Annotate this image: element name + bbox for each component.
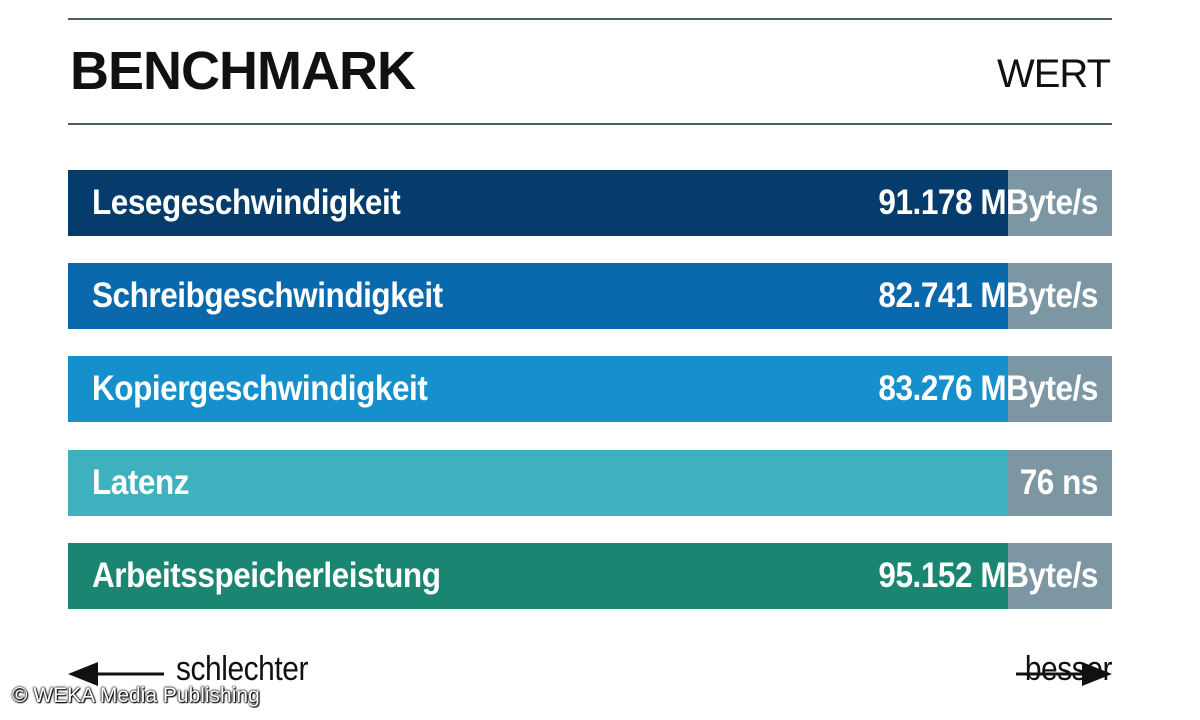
worse-label: schlechter: [176, 650, 308, 688]
top-rule: [68, 18, 1112, 20]
bar-fill: [68, 450, 1008, 516]
bar-1: Lesegeschwindigkeit 91.178 MByte/s: [68, 170, 1112, 236]
bar-3: Kopiergeschwindigkeit 83.276 MByte/s: [68, 356, 1112, 422]
bar-label: Kopiergeschwindigkeit: [92, 369, 428, 408]
bar-fill: [68, 170, 1008, 236]
right-arrow-icon: [1016, 662, 1112, 686]
bar-5: Arbeitsspeicherleistung 95.152 MByte/s: [68, 543, 1112, 609]
bar-fill: [68, 543, 1008, 609]
chart-title: BENCHMARK: [70, 41, 416, 101]
value-column-header: WERT: [996, 52, 1111, 96]
bar-label: Latenz: [92, 463, 190, 502]
copyright-credit: © WEKA Media Publishing: [12, 684, 260, 707]
bar-label: Lesegeschwindigkeit: [92, 183, 401, 222]
bar-label: Arbeitsspeicherleistung: [92, 556, 441, 595]
bar-fill: [68, 356, 1008, 422]
bar-fill: [68, 263, 1008, 329]
bar-4: Latenz 76 ns: [68, 450, 1112, 516]
header-rule: [68, 123, 1112, 125]
bar-value-label: 76 ns: [1019, 463, 1099, 502]
bar-2: Schreibgeschwindigkeit 82.741 MByte/s: [68, 263, 1112, 329]
bar-value-label: 82.741 MByte/s: [878, 276, 1098, 315]
bar-value-label: 91.178 MByte/s: [878, 183, 1098, 222]
bar-value-label: 95.152 MByte/s: [878, 556, 1098, 595]
bar-value-label: 83.276 MByte/s: [878, 369, 1098, 408]
bar-label: Schreibgeschwindigkeit: [92, 276, 443, 315]
left-arrow-icon: [68, 662, 164, 686]
